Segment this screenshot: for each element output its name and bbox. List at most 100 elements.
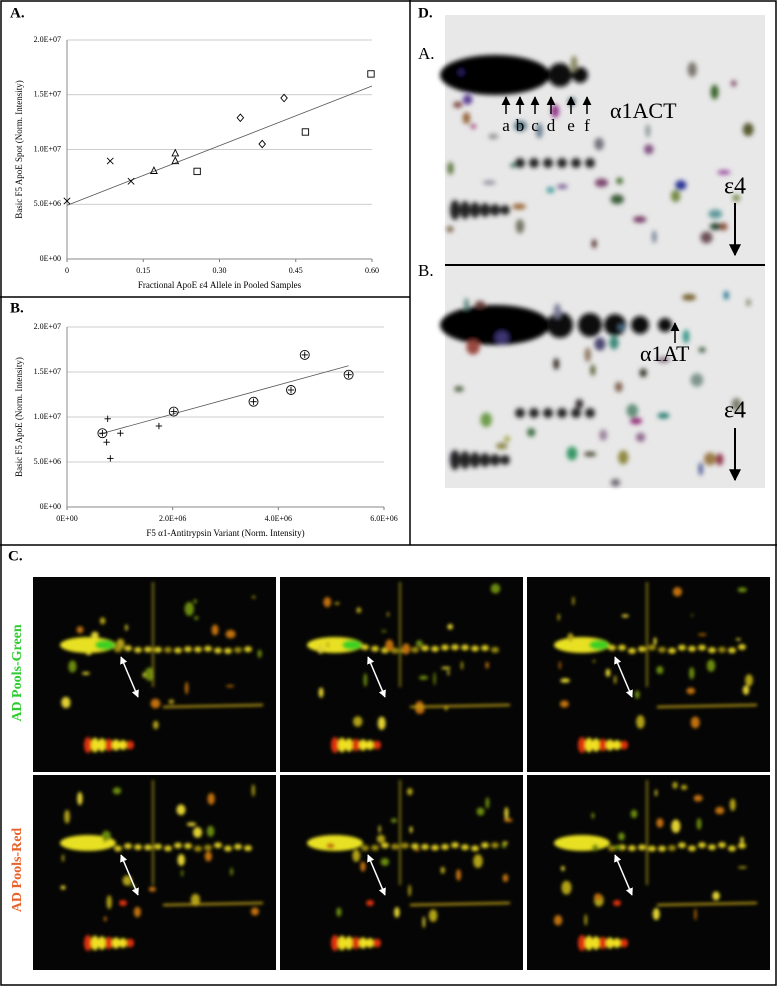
spot — [608, 644, 616, 651]
spot — [708, 209, 723, 219]
spot — [543, 408, 553, 418]
spot — [690, 373, 704, 387]
protein-label: α1ACT — [610, 98, 677, 123]
spot — [737, 866, 748, 869]
spot — [715, 453, 724, 466]
spot — [631, 316, 649, 334]
spot — [715, 806, 725, 815]
spot — [553, 914, 563, 926]
spot — [510, 163, 516, 168]
marker-stroke — [127, 177, 135, 185]
spot — [116, 638, 125, 649]
y-tick-label: 2.0E+07 — [34, 322, 61, 331]
allele-label: ε4 — [724, 174, 746, 200]
spot — [728, 647, 736, 654]
spot — [495, 331, 509, 344]
spot — [64, 809, 70, 824]
spot — [119, 740, 127, 750]
spot — [737, 587, 747, 593]
spot — [605, 668, 611, 677]
spot — [731, 80, 737, 87]
spot — [558, 661, 561, 670]
spot — [698, 462, 703, 476]
spot — [560, 678, 571, 683]
spot — [381, 630, 387, 633]
spot — [204, 844, 212, 851]
spot — [488, 133, 499, 140]
spot — [363, 673, 368, 687]
spot — [742, 685, 750, 695]
spot — [411, 646, 419, 653]
point — [236, 113, 245, 123]
spot — [689, 667, 695, 680]
spot — [360, 861, 366, 872]
spot — [76, 626, 84, 634]
spot — [543, 158, 553, 168]
spot — [585, 408, 595, 418]
spot — [473, 854, 483, 868]
spot — [618, 450, 629, 465]
spot — [658, 318, 672, 332]
gel-spots — [554, 582, 758, 753]
point — [97, 428, 108, 439]
gel-image — [440, 15, 765, 488]
marker-shape — [258, 139, 266, 149]
spot — [547, 312, 573, 338]
spot — [557, 158, 567, 168]
spot — [688, 845, 696, 852]
spot — [60, 885, 66, 890]
spot — [515, 158, 525, 168]
spot — [124, 645, 132, 652]
spot — [184, 646, 192, 653]
point — [171, 148, 180, 157]
spot — [174, 647, 182, 654]
spot — [387, 612, 390, 617]
streak — [409, 902, 511, 906]
spot — [441, 644, 449, 651]
plots: 0E+00 5.0E+06 1.0E+07 1.5E+07 2.0E+07 0 0.15 0.… — [14, 35, 398, 538]
spot — [114, 845, 122, 852]
spot — [181, 869, 184, 877]
spot — [142, 672, 146, 678]
spot — [373, 740, 381, 750]
spot — [462, 112, 471, 125]
spot — [103, 916, 107, 922]
y-tick-label: 0E+00 — [40, 254, 61, 263]
spot — [738, 842, 746, 849]
x-tick-label: 6.0E+06 — [370, 514, 397, 523]
point — [168, 406, 179, 417]
x-tick-label: 0.30 — [213, 266, 227, 275]
arrow — [367, 854, 386, 896]
spot — [458, 69, 464, 75]
row-label: AD Pools-Red — [10, 828, 25, 913]
spot — [728, 845, 736, 852]
spot — [584, 914, 588, 926]
spot — [567, 633, 574, 642]
spot — [529, 158, 539, 168]
gel-spots — [440, 290, 751, 487]
x-tick-label: 4.0E+06 — [265, 514, 292, 523]
spot — [394, 906, 400, 918]
spot — [696, 817, 702, 830]
spot — [144, 646, 152, 653]
spot — [402, 643, 411, 655]
gel-thumb — [527, 577, 770, 772]
spot — [718, 646, 726, 653]
spot — [503, 818, 513, 823]
spot — [234, 843, 242, 850]
spot — [490, 583, 501, 594]
spot — [331, 737, 339, 753]
spot — [572, 67, 588, 83]
spot — [700, 231, 713, 244]
spot — [331, 935, 339, 951]
gel-bg — [527, 775, 770, 970]
spot — [99, 617, 106, 625]
spot — [144, 844, 152, 851]
point — [248, 396, 259, 407]
spot — [515, 219, 525, 234]
y-tick-label: 2.0E+07 — [34, 35, 61, 44]
spot — [502, 841, 509, 844]
spot — [385, 639, 394, 652]
spot — [613, 900, 621, 906]
spot-label: e — [567, 116, 575, 135]
